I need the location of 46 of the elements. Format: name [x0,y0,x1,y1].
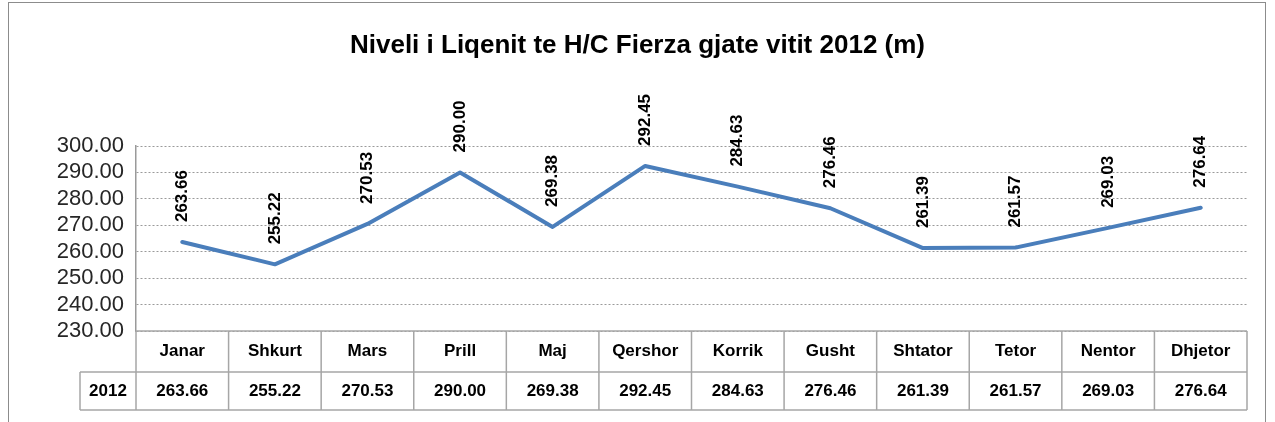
x-tick-label: Shtator [893,341,954,361]
data-label: 269.38 [526,380,579,400]
chart-title: Niveli i Liqenit te H/C Fierza gjate vitit 2012 (m) [348,28,926,60]
data-label: 284.63 [711,380,764,400]
text: 292.45 [634,93,654,146]
text: 284.63 [727,114,747,167]
data-label: 261.57 [989,380,1042,400]
text: 269.03 [1097,155,1117,208]
data-label: 276.64 [1174,380,1228,400]
x-tick-label: Shkurt [247,341,303,361]
x-tick-label: Qershor [612,341,679,361]
data-label: 270.53 [341,380,394,400]
y-tick-label: 250.00 [56,264,124,290]
y-tick-label: 300.00 [56,132,124,158]
y-tick-label: 290.00 [56,158,124,184]
text: 269.38 [542,154,562,207]
y-tick-label: 260.00 [56,237,124,263]
y-tick-label: 270.00 [56,211,124,237]
text: 270.53 [357,151,377,204]
y-tick-label: 280.00 [56,184,124,210]
x-tick-label: Gusht [805,341,856,361]
x-tick-label: Maj [538,341,567,361]
text: 276.64 [1190,135,1210,188]
data-label: 261.39 [896,380,949,400]
text: 255.22 [264,192,284,245]
text: 2012 [89,380,127,400]
y-tick-label: 240.00 [56,290,124,316]
text: 261.39 [912,176,932,229]
data-label: 290.00 [434,380,487,400]
text: 263.66 [171,170,191,223]
data-label: 255.22 [248,380,301,400]
text: 290.00 [449,100,469,153]
text: 261.57 [1005,175,1025,228]
data-label: 263.66 [156,380,209,400]
x-tick-label: Mars [347,341,388,361]
data-label: 292.45 [619,380,672,400]
text: 276.46 [820,136,840,189]
x-tick-label: Nentor [1080,341,1136,361]
x-tick-label: Prill [443,341,477,361]
x-tick-label: Tetor [994,341,1037,361]
data-label: 269.03 [1082,380,1135,400]
y-tick-label: 230.00 [56,317,124,343]
x-tick-label: Janar [159,341,206,361]
x-tick-label: Korrik [712,341,764,361]
data-label: 276.46 [804,380,857,400]
x-tick-label: Dhjetor [1170,341,1231,361]
